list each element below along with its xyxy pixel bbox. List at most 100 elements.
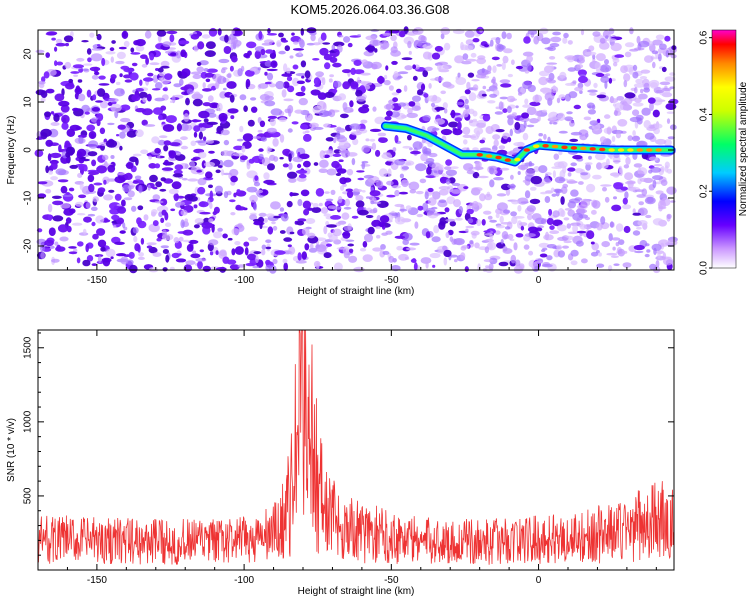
noise-blob (78, 136, 84, 144)
noise-blob (116, 134, 120, 137)
noise-blob (105, 139, 118, 148)
noise-blob (666, 213, 672, 219)
x-tick-label: -150 (87, 275, 107, 286)
noise-blob (385, 65, 389, 71)
noise-blob (570, 189, 579, 197)
noise-blob (181, 68, 191, 77)
noise-blob (301, 227, 310, 236)
noise-blob (180, 49, 187, 57)
noise-blob (313, 77, 321, 86)
noise-blob (472, 110, 478, 117)
noise-blob (175, 258, 187, 263)
noise-blob (539, 27, 549, 35)
noise-blob (353, 69, 365, 75)
noise-blob (526, 205, 536, 212)
noise-blob (356, 95, 366, 102)
noise-blob (370, 61, 382, 70)
noise-blob (655, 89, 664, 94)
noise-blob (91, 48, 104, 51)
noise-blob (593, 82, 598, 89)
noise-blob (202, 102, 212, 107)
noise-blob (454, 55, 465, 64)
noise-blob (235, 28, 242, 36)
noise-blob (152, 186, 158, 190)
noise-blob (40, 97, 46, 103)
noise-blob (544, 196, 551, 203)
noise-blob (664, 165, 669, 173)
noise-blob (372, 106, 377, 112)
noise-blob (114, 110, 119, 119)
noise-blob (163, 145, 169, 152)
noise-blob (353, 59, 362, 66)
noise-blob (268, 83, 276, 88)
noise-blob (445, 169, 457, 176)
noise-blob (253, 202, 257, 211)
noise-blob (574, 197, 583, 201)
noise-blob (87, 174, 95, 183)
noise-blob (202, 82, 206, 89)
noise-blob (420, 83, 426, 91)
noise-blob (69, 164, 78, 169)
noise-blob (126, 130, 137, 138)
noise-blob (266, 72, 274, 81)
noise-blob (534, 110, 541, 116)
noise-blob (289, 55, 294, 59)
noise-blob (278, 32, 284, 38)
noise-blob (401, 166, 410, 170)
noise-blob (563, 240, 572, 244)
noise-blob (249, 194, 258, 203)
noise-blob (584, 51, 597, 56)
noise-blob (295, 91, 306, 97)
noise-blob (45, 139, 53, 147)
noise-blob (442, 102, 448, 110)
noise-blob (40, 128, 52, 137)
noise-blob (652, 218, 664, 226)
noise-blob (203, 118, 209, 123)
noise-blob (604, 196, 610, 203)
noise-blob (116, 51, 126, 60)
noise-blob (609, 98, 618, 104)
noise-blob (82, 228, 87, 235)
noise-blob (163, 140, 171, 146)
noise-blob (323, 225, 328, 235)
noise-blob (662, 257, 674, 266)
noise-blob (481, 67, 485, 74)
noise-blob (143, 214, 149, 221)
noise-blob (355, 195, 364, 202)
noise-blob (654, 123, 663, 129)
noise-blob (377, 200, 389, 208)
noise-blob (408, 181, 420, 191)
noise-blob (243, 241, 250, 247)
noise-blob (545, 177, 550, 183)
noise-blob (204, 50, 216, 57)
noise-blob (591, 209, 597, 215)
noise-blob (361, 190, 366, 193)
noise-blob (96, 228, 106, 236)
noise-blob (622, 262, 632, 268)
noise-blob (265, 49, 274, 54)
noise-blob (483, 259, 494, 263)
noise-blob (288, 177, 297, 183)
noise-blob (279, 134, 285, 143)
noise-blob (511, 199, 519, 205)
noise-blob (91, 159, 97, 167)
noise-blob (623, 80, 628, 88)
noise-blob (410, 150, 421, 155)
signal-hotspot (504, 158, 512, 162)
noise-blob (288, 153, 292, 162)
noise-blob (425, 231, 431, 239)
noise-blob (495, 213, 500, 219)
noise-blob (203, 161, 216, 168)
noise-blob (347, 42, 353, 48)
noise-blob (76, 151, 83, 159)
noise-blob (545, 231, 549, 241)
noise-blob (292, 64, 299, 70)
noise-blob (241, 145, 246, 153)
noise-blob (489, 167, 495, 175)
noise-blob (227, 237, 233, 241)
noise-blob (425, 158, 435, 163)
noise-blob (581, 258, 588, 264)
noise-blob (585, 163, 591, 171)
noise-blob (66, 225, 72, 233)
spectrogram-x-ticks: -150 -100 -50 0 (37, 30, 657, 286)
